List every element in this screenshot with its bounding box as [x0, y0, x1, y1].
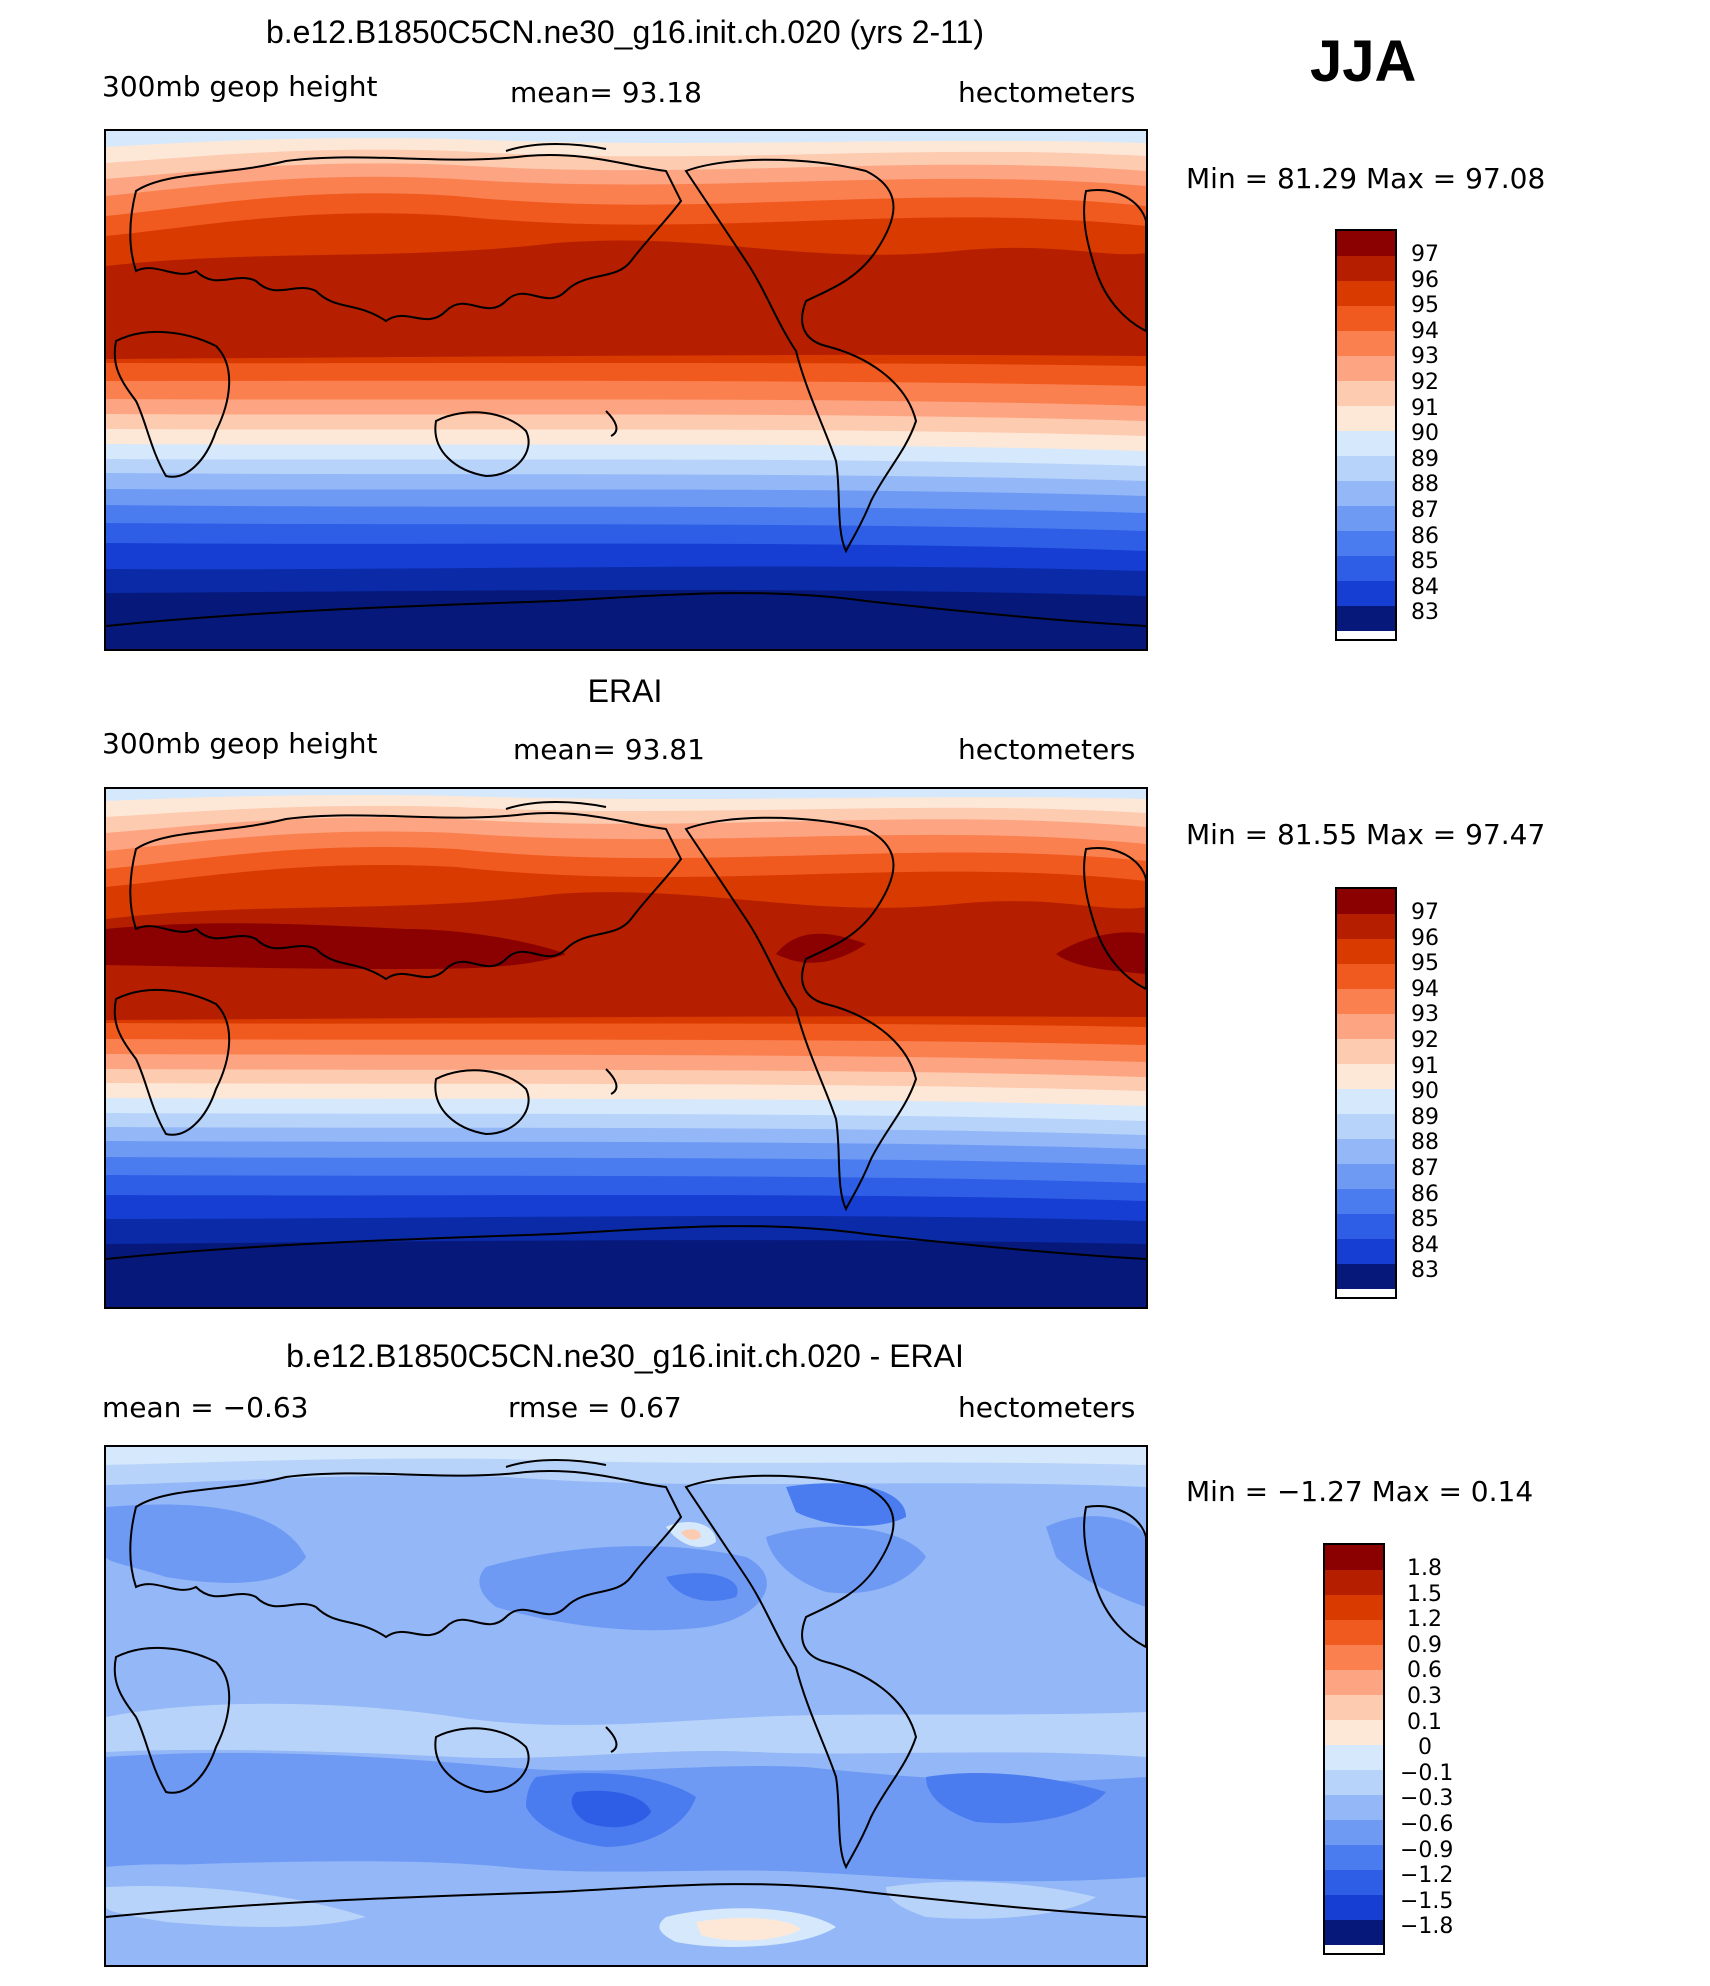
- panel1-cbar-label: 84: [1411, 575, 1439, 600]
- panel3-cbar-label: 0.6: [1407, 1658, 1442, 1683]
- panel1-colorbar: [1335, 229, 1397, 641]
- panel2-cbar-label: 93: [1411, 1002, 1439, 1027]
- panel2-cbar-label: 95: [1411, 951, 1439, 976]
- panel2-cbar-label: 90: [1411, 1079, 1439, 1104]
- panel3-cbar-label: −0.6: [1400, 1812, 1454, 1837]
- panel1-left-label: 300mb geop height: [102, 70, 378, 103]
- panel3-cbar-label: −1.2: [1400, 1863, 1454, 1888]
- panel2-map: [104, 787, 1148, 1309]
- panel3-colorbar: [1323, 1543, 1385, 1955]
- panel3-cbar-label: −0.9: [1400, 1838, 1454, 1863]
- panel3-field: [106, 1447, 1146, 1965]
- panel1-cbar-label: 89: [1411, 447, 1439, 472]
- panel2-cbar-label: 97: [1411, 900, 1439, 925]
- panel1-cbar-label: 95: [1411, 293, 1439, 318]
- panel1-cbar-label: 87: [1411, 498, 1439, 523]
- panel2-cbar-label: 94: [1411, 977, 1439, 1002]
- panel3-minmax: Min = −1.27 Max = 0.14: [1186, 1475, 1534, 1508]
- panel3-cbar-label: 0.1: [1407, 1710, 1442, 1735]
- panel1-map: [104, 129, 1148, 651]
- panel2-cbar-label: 83: [1411, 1258, 1439, 1283]
- panel3-cbar-label: −1.5: [1400, 1889, 1454, 1914]
- panel1-cbar-label: 92: [1411, 370, 1439, 395]
- panel2-cbar-label: 86: [1411, 1182, 1439, 1207]
- panel1-mean-label: mean= 93.18: [510, 76, 702, 109]
- panel2-colorbar: [1335, 887, 1397, 1299]
- panel2-cbar-label: 89: [1411, 1105, 1439, 1130]
- panel2-cbar-label: 87: [1411, 1156, 1439, 1181]
- panel3-map: [104, 1445, 1148, 1967]
- panel2-cbar-label: 96: [1411, 926, 1439, 951]
- panel3-cbar-label: 1.2: [1407, 1607, 1442, 1632]
- panel2-field: [106, 789, 1146, 1307]
- panel2-title: ERAI: [587, 673, 663, 709]
- panel1-cbar-label: 94: [1411, 319, 1439, 344]
- panel1-cbar-label: 91: [1411, 396, 1439, 421]
- panel1-cbar-label: 88: [1411, 472, 1439, 497]
- panel1-minmax: Min = 81.29 Max = 97.08: [1186, 162, 1546, 195]
- panel1-cbar-label: 90: [1411, 421, 1439, 446]
- panel2-mean-label: mean= 93.81: [513, 733, 705, 766]
- panel2-cbar-label: 88: [1411, 1130, 1439, 1155]
- panel2-left-label: 300mb geop height: [102, 727, 378, 760]
- panel3-cbar-label: 0.3: [1407, 1684, 1442, 1709]
- panel3-title: b.e12.B1850C5CN.ne30_g16.init.ch.020 - E…: [286, 1338, 964, 1374]
- panel2-cbar-label: 92: [1411, 1028, 1439, 1053]
- panel3-cbar-label: 1.8: [1407, 1556, 1442, 1581]
- panel1-cbar-label: 83: [1411, 600, 1439, 625]
- panel2-cbar-label: 91: [1411, 1054, 1439, 1079]
- panel3-rmse-label: rmse = 0.67: [508, 1391, 682, 1424]
- panel3-cbar-label: 1.5: [1407, 1582, 1442, 1607]
- panel1-cbar-label: 86: [1411, 524, 1439, 549]
- panel1-title: b.e12.B1850C5CN.ne30_g16.init.ch.020 (yr…: [265, 14, 985, 50]
- panel1-cbar-label: 93: [1411, 344, 1439, 369]
- panel3-cbar-label: 0.9: [1407, 1633, 1442, 1658]
- panel3-cbar-label: −0.1: [1400, 1761, 1454, 1786]
- panel3-cbar-label: 0: [1418, 1735, 1432, 1760]
- panel2-units-label: hectometers: [958, 733, 1136, 766]
- panel3-units-label: hectometers: [958, 1391, 1136, 1424]
- panel2-minmax: Min = 81.55 Max = 97.47: [1186, 818, 1546, 851]
- season-label: JJA: [1310, 29, 1417, 94]
- panel3-cbar-label: −1.8: [1400, 1914, 1454, 1939]
- panel2-cbar-label: 85: [1411, 1207, 1439, 1232]
- panel2-cbar-label: 84: [1411, 1233, 1439, 1258]
- panel1-field: [106, 131, 1146, 649]
- panel1-units-label: hectometers: [958, 76, 1136, 109]
- panel1-cbar-label: 85: [1411, 549, 1439, 574]
- panel3-cbar-label: −0.3: [1400, 1786, 1454, 1811]
- panel1-cbar-label: 97: [1411, 242, 1439, 267]
- panel1-cbar-label: 96: [1411, 268, 1439, 293]
- panel3-mean-label: mean = −0.63: [102, 1391, 309, 1424]
